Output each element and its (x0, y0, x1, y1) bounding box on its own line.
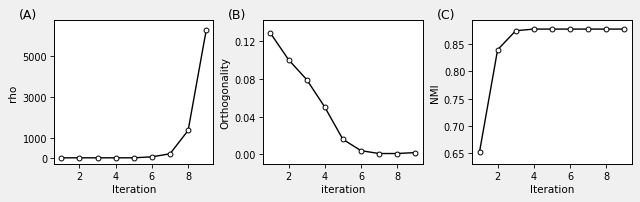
Text: (B): (B) (228, 9, 246, 22)
Y-axis label: rho: rho (8, 84, 19, 101)
Text: (A): (A) (19, 9, 37, 22)
Y-axis label: NMI: NMI (429, 83, 440, 102)
X-axis label: Iteration: Iteration (530, 184, 574, 194)
Y-axis label: Orthogonality: Orthogonality (221, 57, 230, 128)
X-axis label: iteration: iteration (321, 184, 365, 194)
Text: (C): (C) (437, 9, 456, 22)
X-axis label: Iteration: Iteration (111, 184, 156, 194)
